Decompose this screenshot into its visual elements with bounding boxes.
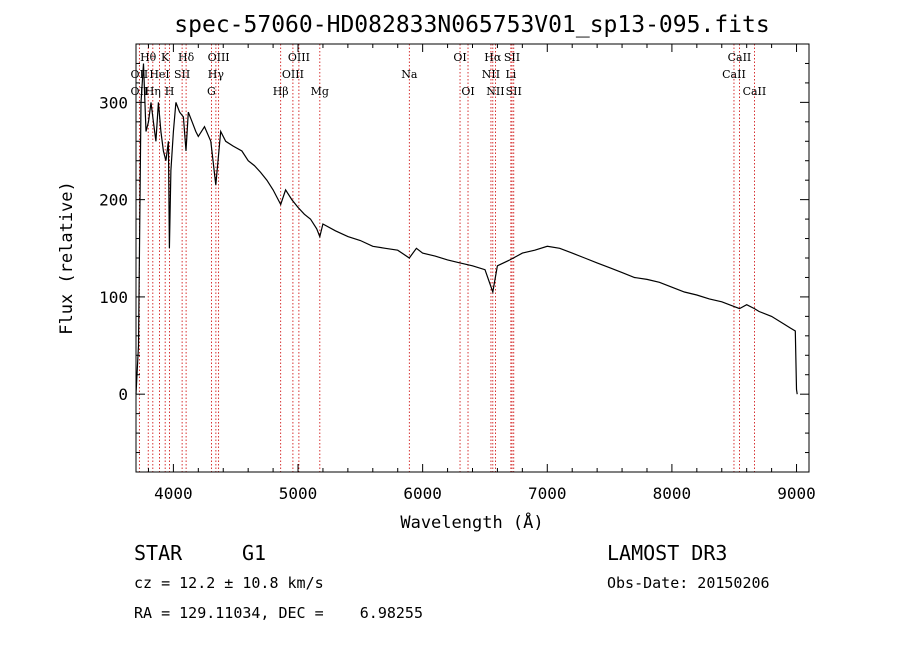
spectral-line-label: OII xyxy=(131,68,149,81)
spectral-line-markers xyxy=(138,44,755,472)
spectral-line-label: Hγ xyxy=(208,68,225,81)
spectral-line-label: Hβ xyxy=(273,85,289,98)
spectral-line-label: Hα xyxy=(484,51,502,64)
y-tick-label: 200 xyxy=(99,191,128,210)
plot-frame xyxy=(135,43,810,473)
spectral-line-label: OIII xyxy=(208,51,230,64)
spectral-line-label: NII xyxy=(486,85,504,98)
spectral-line-label: Hη xyxy=(145,85,161,98)
x-tick-label: 9000 xyxy=(777,484,816,503)
spectral-line-label: Na xyxy=(401,68,418,81)
axis-ticks: 4000 5000 6000 7000 8000 9000 0 100 200 300 xyxy=(99,44,816,503)
spectral-line-label: CaII xyxy=(743,85,767,98)
spectral-line-label: CaII xyxy=(722,68,746,81)
spectral-line-label: SII xyxy=(174,68,190,81)
chart-title: spec-57060-HD082833N065753V01_sp13-095.f… xyxy=(174,12,769,38)
y-tick-label: 0 xyxy=(118,385,128,404)
x-tick-label: 8000 xyxy=(653,484,692,503)
spectral-line-label: CaII xyxy=(728,51,752,64)
x-axis-label: Wavelength (Å) xyxy=(400,511,543,533)
y-tick-label: 300 xyxy=(99,93,128,112)
flux-series-line xyxy=(135,63,798,395)
spectral-line-label: OI xyxy=(453,51,466,64)
spectral-line-label: K xyxy=(161,51,170,64)
x-tick-label: 4000 xyxy=(154,484,193,503)
spectral-line-label: H xyxy=(165,85,175,98)
y-tick-label: 100 xyxy=(99,288,128,307)
spectral-line-label: Hδ xyxy=(178,51,195,64)
spectral-line-label: OII xyxy=(131,85,149,98)
redshift-text: cz = 12.2 ± 10.8 km/s xyxy=(134,574,324,592)
coordinates-text: RA = 129.11034, DEC = 6.98255 xyxy=(134,604,423,622)
spectral-line-label: SII xyxy=(506,85,522,98)
spectral-line-label: G xyxy=(207,85,216,98)
x-tick-label: 5000 xyxy=(279,484,318,503)
spectral-line-label: HeI xyxy=(149,68,169,81)
spectral-line-label: NII xyxy=(482,68,500,81)
spectral-line-label: Mg xyxy=(311,85,329,98)
x-tick-label: 7000 xyxy=(528,484,567,503)
object-type: STAR xyxy=(134,541,183,565)
spectral-line-label: Li xyxy=(505,68,516,81)
spectral-line-label: OI xyxy=(461,85,474,98)
x-tick-label: 6000 xyxy=(403,484,442,503)
object-subclass: G1 xyxy=(242,541,267,565)
spectral-line-label: Hθ xyxy=(140,51,157,64)
spectral-line-label: OIII xyxy=(282,68,304,81)
y-axis-label: Flux (relative) xyxy=(57,181,77,335)
spectral-line-label: SII xyxy=(504,51,520,64)
survey-name: LAMOST DR3 xyxy=(607,541,728,565)
obs-date: Obs-Date: 20150206 xyxy=(607,574,770,592)
spectral-line-label: OIII xyxy=(288,51,310,64)
